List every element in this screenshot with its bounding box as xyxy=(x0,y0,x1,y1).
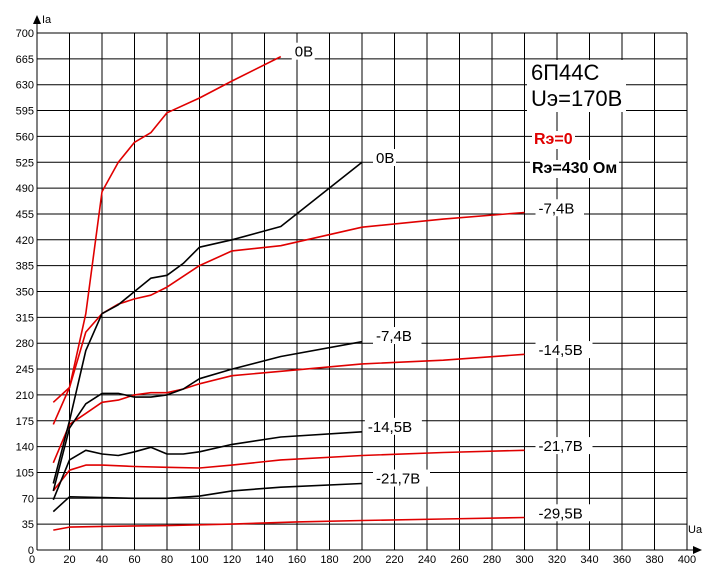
y-tick-label: 490 xyxy=(16,183,34,195)
y-tick-label: 315 xyxy=(16,312,34,324)
y-tick-label: 350 xyxy=(16,287,34,299)
curve-label-bg xyxy=(535,199,584,217)
tube-info: 6П44С Uэ=170В xyxy=(527,60,627,112)
y-tick-label: 595 xyxy=(16,106,34,118)
x-tick-label: 360 xyxy=(613,554,631,566)
y-tick-label: 420 xyxy=(16,235,34,247)
curve-label: -7,4В xyxy=(539,200,575,217)
x-tick-label: 280 xyxy=(483,554,501,566)
curve-label: -21,7В xyxy=(539,438,583,455)
x-tick-label: 200 xyxy=(353,554,371,566)
x-tick-label: 400 xyxy=(678,554,696,566)
curve-label: -21,7В xyxy=(376,471,420,488)
curve-red-4 xyxy=(53,516,525,531)
curve-red-1 xyxy=(52,211,525,403)
legend-red: Rэ=0 xyxy=(532,131,575,149)
curve-label-bg xyxy=(373,149,396,167)
screen-voltage: Uэ=170В xyxy=(531,86,623,111)
x-tick-label: 220 xyxy=(385,554,403,566)
y-axis-arrow xyxy=(33,15,41,24)
curve-label-group: -7,4В xyxy=(535,199,584,217)
curve-label-group: -7,4В xyxy=(373,327,422,345)
curve-label-group: 0В xyxy=(291,42,315,61)
y-tick-label: 385 xyxy=(16,261,34,273)
y-tick-label: 665 xyxy=(16,54,34,66)
x-tick-label: 340 xyxy=(580,554,598,566)
curve-label: -14,5В xyxy=(539,342,583,359)
curve-red-3 xyxy=(52,449,525,492)
y-tick-label: 210 xyxy=(16,390,34,402)
curve-label-group: -14,5В xyxy=(364,417,422,436)
curve-label-group: -21,7В xyxy=(373,469,430,488)
x-tick-label: 160 xyxy=(288,554,306,566)
y-tick-label: 525 xyxy=(16,157,34,169)
curve-label-group: 0В xyxy=(373,149,396,167)
curve-label-bg xyxy=(291,42,315,60)
curve-label-bg xyxy=(364,417,422,435)
y-tick-label: 140 xyxy=(16,442,34,454)
curve-label-group: -29,5В xyxy=(535,504,593,522)
curve-label-bg xyxy=(373,327,422,345)
curve-black-7 xyxy=(52,431,363,501)
x-tick-label: 260 xyxy=(450,554,468,566)
x-tick-label: 140 xyxy=(255,554,273,566)
y-tick-label: 0 xyxy=(28,545,34,557)
x-tick-label: 80 xyxy=(161,554,173,566)
curve-label: -14,5В xyxy=(368,419,412,436)
y-tick-label: 35 xyxy=(22,519,34,531)
curve-black-5 xyxy=(52,161,363,484)
y-tick-label: 630 xyxy=(16,80,34,92)
tick-labels: 0 35 70 105 140 175 210 245 280 315 350 385 420 455 49… xyxy=(16,28,697,566)
x-tick-label: 100 xyxy=(190,554,208,566)
curve-label-bg xyxy=(373,469,430,487)
x-tick-label: 380 xyxy=(645,554,663,566)
y-tick-label: 245 xyxy=(16,364,34,376)
legend-black: Rэ=430 Ом xyxy=(530,160,620,178)
curves xyxy=(52,55,525,531)
curve-red-2 xyxy=(52,353,525,464)
axes: Ia Ua xyxy=(33,14,703,554)
curve-black-6 xyxy=(52,340,363,492)
y-tick-label: 175 xyxy=(16,416,34,428)
curve-labels: 0В 0В -7,4В -7,4В -14,5В -14,5В -21,7В -21,7В -2… xyxy=(291,42,593,522)
tube-name: 6П44С xyxy=(531,60,600,85)
x-tick-label: 60 xyxy=(128,554,140,566)
y-axis-label: Ia xyxy=(42,14,52,26)
y-tick-label: 105 xyxy=(16,467,34,479)
x-tick-label: 300 xyxy=(515,554,533,566)
y-tick-label: 455 xyxy=(16,209,34,221)
x-tick-label: 120 xyxy=(223,554,241,566)
x-tick-label: 0 xyxy=(29,554,35,566)
y-tick-label: 700 xyxy=(16,28,34,40)
curve-label-bg xyxy=(535,437,593,455)
y-tick-label: 70 xyxy=(22,493,34,505)
x-tick-label: 180 xyxy=(320,554,338,566)
x-tick-label: 320 xyxy=(548,554,566,566)
curve-label-bg xyxy=(535,341,593,359)
y-tick-label: 280 xyxy=(16,338,34,350)
curve-label-bg xyxy=(535,504,593,522)
curve-label-group: -14,5В xyxy=(535,341,593,359)
curve-label: 0В xyxy=(376,150,394,167)
x-axis-label: Ua xyxy=(688,524,703,536)
x-axis-arrow xyxy=(693,546,702,554)
curve-red-0 xyxy=(52,55,282,425)
curve-label: 0В xyxy=(295,44,313,61)
x-tick-label: 240 xyxy=(418,554,436,566)
curve-black-8 xyxy=(52,482,363,513)
curve-label: -29,5В xyxy=(539,505,583,522)
x-tick-label: 40 xyxy=(96,554,108,566)
curve-label-group: -21,7В xyxy=(535,437,593,455)
curve-label: -7,4В xyxy=(376,328,412,345)
x-tick-label: 20 xyxy=(63,554,75,566)
y-tick-label: 560 xyxy=(16,131,34,143)
